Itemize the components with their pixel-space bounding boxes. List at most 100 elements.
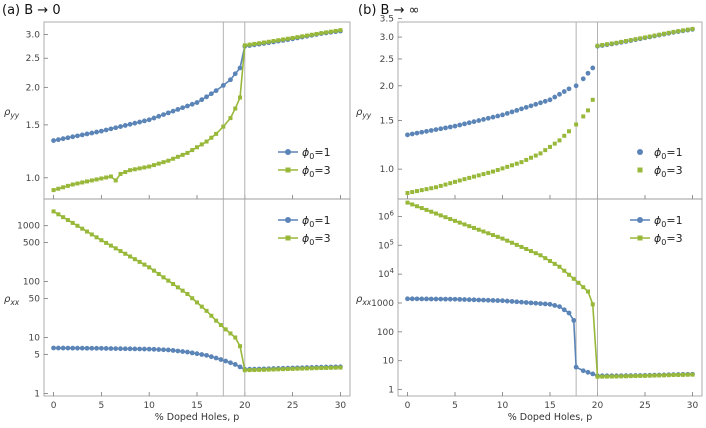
data-point	[500, 298, 505, 304]
data-point	[605, 374, 609, 379]
data-point	[228, 331, 233, 336]
data-point	[252, 41, 257, 46]
data-point	[448, 217, 453, 222]
data-point	[185, 150, 190, 155]
data-point	[137, 346, 143, 352]
data-point	[434, 211, 438, 216]
data-point	[547, 301, 553, 307]
legend-label: ϕ0=1	[302, 214, 331, 229]
data-point	[142, 262, 147, 267]
series-ϕ0=1	[51, 28, 343, 143]
data-point	[123, 170, 128, 175]
data-point	[590, 65, 596, 71]
data-point	[151, 115, 157, 121]
data-point	[633, 37, 638, 42]
legend-label: ϕ0=1	[302, 146, 331, 161]
data-point	[271, 367, 276, 372]
data-point	[213, 88, 219, 94]
data-point	[500, 166, 505, 171]
data-point	[424, 207, 429, 212]
data-point	[528, 103, 534, 109]
data-point	[552, 94, 558, 100]
x-tick-label: 15	[544, 401, 555, 411]
data-point	[676, 372, 681, 377]
data-point	[538, 301, 543, 306]
y-tick-label: 1	[34, 389, 40, 399]
data-point	[452, 123, 458, 129]
data-point	[533, 251, 538, 256]
data-point	[586, 289, 590, 294]
data-point	[199, 97, 205, 103]
data-point	[472, 225, 476, 230]
x-tick-label: 30	[687, 401, 699, 411]
data-point	[213, 355, 219, 361]
data-point	[574, 122, 579, 127]
data-point	[128, 168, 133, 173]
data-point	[628, 374, 633, 379]
data-point	[338, 28, 343, 33]
data-point	[232, 71, 238, 77]
panel-a: (a) B → 01.01.52.02.53.0ρyyϕ0=1ϕ0=315105…	[2, 3, 351, 423]
data-point	[309, 32, 314, 37]
data-point	[65, 135, 71, 141]
data-point	[214, 131, 219, 136]
data-point	[333, 365, 338, 370]
data-point	[319, 366, 324, 371]
panel-title: (b) B → ∞	[358, 3, 419, 18]
x-tick-label: 5	[99, 401, 105, 411]
series-ϕ0=3	[405, 26, 695, 195]
data-point	[61, 185, 66, 190]
data-point	[500, 112, 505, 118]
data-point	[104, 175, 109, 180]
data-point	[542, 98, 548, 104]
data-point	[290, 366, 295, 371]
series-ϕ0=3	[51, 209, 343, 373]
data-point	[447, 296, 453, 302]
data-point	[180, 349, 186, 354]
data-point	[453, 179, 457, 184]
data-point	[242, 368, 247, 373]
data-point	[328, 365, 333, 370]
data-point	[281, 37, 286, 42]
data-point	[170, 348, 176, 353]
data-point	[85, 179, 90, 184]
data-point	[199, 142, 204, 147]
data-point	[523, 300, 529, 305]
data-point	[151, 268, 156, 273]
y-tick-label: 2.0	[380, 82, 395, 92]
data-point	[185, 292, 190, 297]
data-point	[304, 33, 309, 38]
data-point	[491, 233, 495, 238]
data-point	[137, 119, 143, 125]
data-point	[519, 160, 524, 165]
y-tick-label: 100	[23, 278, 40, 288]
data-point	[185, 349, 190, 355]
y-tick-label: 105	[378, 238, 394, 251]
data-point	[180, 152, 185, 157]
data-point	[99, 176, 104, 181]
y-axis-label: ρyy	[356, 107, 372, 120]
y-tick-label: 1.0	[26, 174, 41, 184]
data-point	[127, 346, 133, 352]
data-point	[276, 38, 281, 43]
data-point	[547, 97, 553, 103]
data-point	[443, 182, 448, 187]
y-tick-label: 3.0	[26, 30, 41, 40]
data-point	[228, 360, 233, 366]
data-point	[295, 366, 300, 371]
data-point	[132, 120, 138, 126]
data-point	[457, 296, 463, 302]
data-point	[142, 165, 147, 170]
x-tick-label: 25	[287, 401, 298, 411]
data-point	[476, 173, 481, 178]
data-point	[662, 31, 666, 36]
data-point	[309, 366, 314, 371]
data-point	[566, 310, 572, 316]
data-point	[414, 130, 420, 136]
data-point	[481, 116, 486, 122]
data-point	[666, 30, 671, 35]
data-point	[266, 367, 271, 372]
data-point	[438, 296, 444, 302]
data-point	[84, 131, 90, 137]
